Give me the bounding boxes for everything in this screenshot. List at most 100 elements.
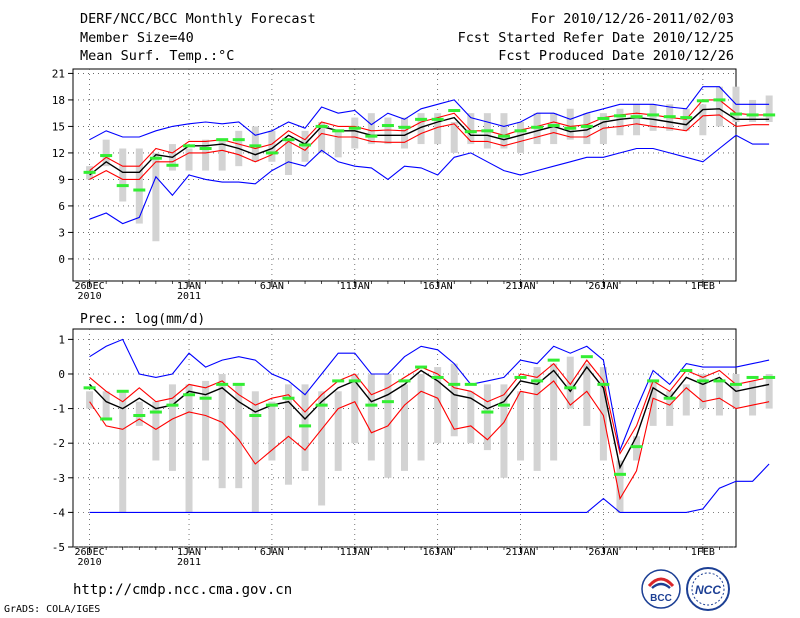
precipitation-median-marker <box>398 379 411 383</box>
temperature-median-marker <box>166 163 179 167</box>
temperature-ytick-label: 0 <box>58 253 65 266</box>
precipitation-xtick-year: 2011 <box>177 557 201 568</box>
temperature-median-marker <box>763 113 776 117</box>
precipitation-ensemble-box <box>566 356 574 409</box>
temperature-ensemble-box <box>583 113 591 145</box>
precipitation-median-marker <box>381 400 394 404</box>
precipitation-ensemble-box <box>251 391 259 513</box>
temperature-median-marker <box>216 138 229 142</box>
precipitation-ensemble-box <box>218 373 226 489</box>
precipitation-xtick-label: 1JAN <box>177 547 201 558</box>
temperature-xtick-year: 2010 <box>78 291 102 302</box>
temperature-median-marker <box>497 134 510 138</box>
precipitation-median-marker <box>514 375 527 379</box>
precipitation-ensemble-box <box>633 436 641 461</box>
precipitation-median-marker <box>730 382 742 386</box>
precipitation-spread-high-line <box>89 359 770 456</box>
precipitation-ensemble-box <box>417 373 425 461</box>
temperature-ensemble-box <box>550 113 558 145</box>
precipitation-ensemble-box <box>268 401 276 461</box>
temperature-envelope-min-line <box>89 134 770 225</box>
precipitation-ensemble-box <box>550 363 558 461</box>
precipitation-ytick-label: 0 <box>58 368 65 381</box>
precipitation-median-marker <box>83 386 96 390</box>
precipitation-median-marker <box>232 382 245 386</box>
precipitation-xtick-label: 26JAN <box>588 547 618 558</box>
temperature-median-marker <box>332 129 345 133</box>
temperature-ensemble-box <box>284 139 292 175</box>
temperature-median-marker <box>348 126 361 130</box>
temperature-median-marker <box>199 147 212 150</box>
temperature-ensemble-box <box>500 113 508 149</box>
precipitation-ensemble-box <box>500 384 508 478</box>
chart-title: DERF/NCC/BCC Monthly Forecast <box>80 11 316 27</box>
temperature-median-marker <box>149 156 162 160</box>
temperature-ensemble-box <box>135 148 143 224</box>
temperature-median-marker <box>315 124 328 128</box>
precipitation-ensemble-box <box>699 373 707 409</box>
temperature-ensemble-box <box>119 148 127 202</box>
precipitation-ensemble-box <box>301 384 309 471</box>
started-refer-date-label: Fcst Started Refer Date 2010/12/25 <box>457 30 734 46</box>
precipitation-median-marker <box>116 389 129 393</box>
precipitation-ensemble-box <box>467 391 475 444</box>
precipitation-xtick-label: 11JAN <box>340 547 370 558</box>
grads-credit: GrADS: COLA/IGES <box>4 604 101 615</box>
precipitation-median-marker <box>199 396 212 400</box>
precipitation-median-marker <box>183 393 196 397</box>
temperature-xtick-label: 11JAN <box>340 281 370 292</box>
precipitation-median-marker <box>630 445 643 449</box>
precipitation-median-marker <box>282 396 295 400</box>
precipitation-median-marker <box>597 382 610 386</box>
precipitation-mean-line <box>89 365 770 470</box>
temperature-median-marker <box>680 116 693 120</box>
temperature-ensemble-box <box>334 130 342 158</box>
temperature-median-marker <box>481 129 494 133</box>
precipitation-median-marker <box>332 379 345 383</box>
temperature-ytick-label: 15 <box>52 120 65 133</box>
precipitation-median-marker <box>647 379 660 383</box>
precipitation-ensemble-box <box>351 373 359 444</box>
precipitation-ensemble-box <box>483 384 491 451</box>
precipitation-ensemble-box <box>666 391 674 426</box>
temperature-median-marker <box>663 115 676 119</box>
temperature-xtick-year: 2011 <box>177 291 201 302</box>
temperature-xtick-label: 21JAN <box>505 281 535 292</box>
precipitation-median-marker <box>613 472 626 476</box>
temperature-median-marker <box>83 170 96 174</box>
temperature-ensemble-box <box>649 104 657 131</box>
precipitation-median-marker <box>746 375 759 379</box>
temperature-ensemble-box <box>450 122 458 153</box>
temperature-ytick-label: 18 <box>52 94 65 107</box>
precipitation-ytick-label: -3 <box>52 472 65 485</box>
temperature-xtick-label: 26JAN <box>588 281 618 292</box>
produced-date-label: Fcst Produced Date 2010/12/26 <box>498 48 734 64</box>
temperature-ytick-label: 21 <box>52 67 65 80</box>
precipitation-ensemble-box <box>102 391 110 419</box>
temperature-median-marker <box>183 144 196 148</box>
temperature-ensemble-box <box>699 104 707 136</box>
temperature-median-marker <box>713 98 726 102</box>
temperature-ensemble-box <box>749 99 757 122</box>
temperature-ytick-label: 9 <box>58 173 65 186</box>
precipitation-median-marker <box>265 403 278 407</box>
source-url[interactable]: http://cmdp.ncc.cma.gov.cn <box>73 582 293 598</box>
precipitation-xtick-label: 1FEB <box>691 547 715 558</box>
temperature-xtick-label: 26DEC <box>75 281 105 292</box>
bcc-logo-text: BCC <box>650 593 672 604</box>
precipitation-ensemble-box <box>202 380 210 461</box>
temperature-variable-label: Mean Surf. Temp.:°C <box>80 48 235 64</box>
temperature-ensemble-box <box>384 117 392 145</box>
bcc-logo-arc <box>647 577 675 588</box>
precipitation-ensemble-box <box>119 391 127 513</box>
temperature-xtick-label: 1FEB <box>691 281 715 292</box>
bcc-logo: BCC <box>641 569 681 609</box>
temperature-ensemble-box <box>202 139 210 171</box>
precipitation-median-marker <box>365 403 378 407</box>
precipitation-median-marker <box>481 410 494 414</box>
temperature-ensemble-box <box>367 113 375 145</box>
precipitation-median-marker <box>348 379 361 383</box>
precipitation-ensemble-box <box>583 363 591 426</box>
precipitation-ensemble-box <box>749 380 757 416</box>
